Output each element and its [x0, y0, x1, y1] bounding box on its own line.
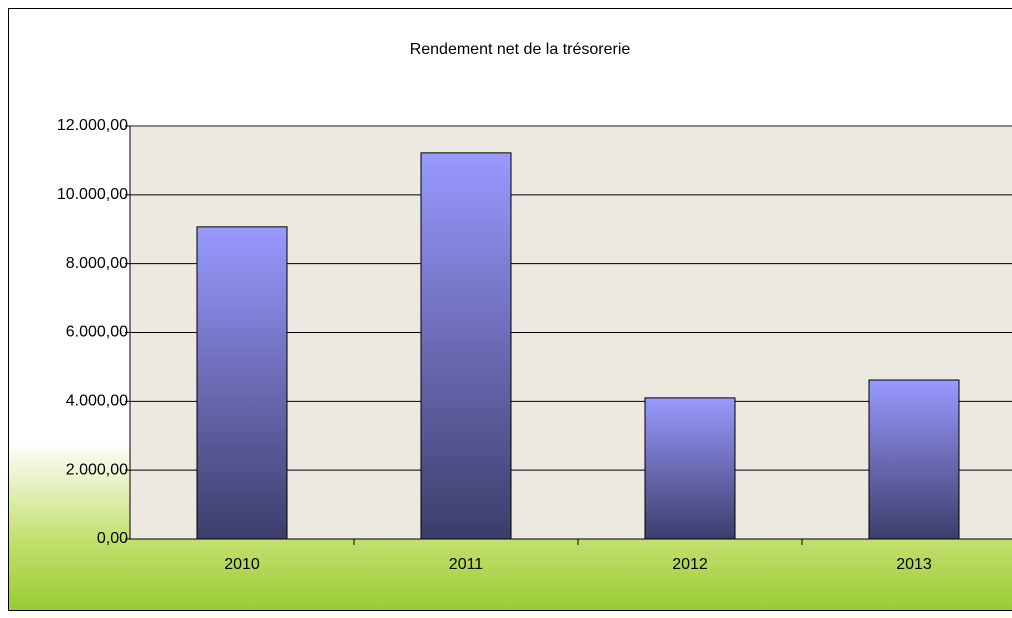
- y-tick-label: 6.000,00: [66, 324, 128, 341]
- y-tick-label: 2.000,00: [66, 461, 128, 478]
- bar: [197, 227, 287, 539]
- y-tick-label: 8.000,00: [66, 255, 128, 272]
- bar: [421, 153, 511, 539]
- y-tick-label: 4.000,00: [66, 393, 128, 410]
- x-tick-label: 2011: [449, 556, 484, 573]
- x-tick-label: 2012: [672, 556, 708, 573]
- x-tick-label: 2013: [896, 556, 932, 573]
- y-tick-label: 12.000,00: [57, 117, 128, 134]
- chart-title: Rendement net de la trésorerie: [410, 41, 631, 58]
- y-tick-label: 10.000,00: [57, 186, 128, 203]
- bar: [869, 380, 959, 539]
- y-tick-label: 0,00: [97, 530, 128, 547]
- bar: [645, 398, 735, 539]
- x-tick-label: 2010: [224, 556, 260, 573]
